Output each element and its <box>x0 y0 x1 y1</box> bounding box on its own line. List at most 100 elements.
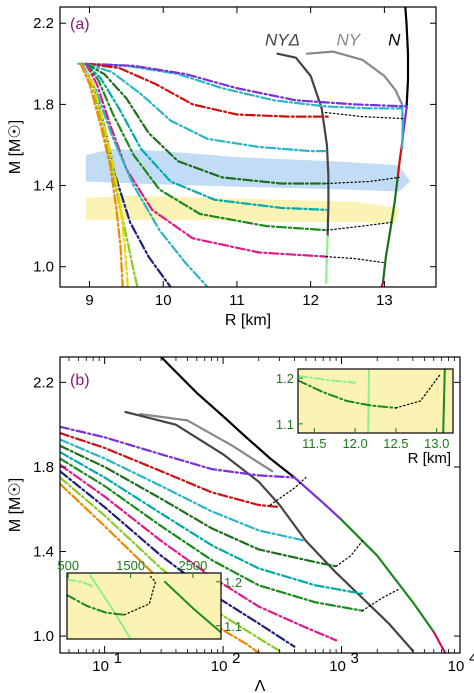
inset-plot-0 <box>298 369 446 433</box>
inset-0-curve-series-4 <box>442 369 446 433</box>
inset-0-x-tick-label-1: 12.0 <box>342 436 367 451</box>
curve-b-series-3 <box>432 630 447 653</box>
curve-a-series-10 <box>84 62 408 108</box>
inset-1-curve-series-4 <box>163 580 221 634</box>
panel-b: 10 1 10 2 10 3 10 41.01.41.82.2ΛM [M☉](b)11.5 12… <box>7 356 474 693</box>
curve-label-2: N <box>388 31 401 50</box>
curve-a-series-6 <box>276 52 330 238</box>
inset-0: 11.5 12.0 12.5 13.0 1.1 1.2 R [km] <box>276 368 454 467</box>
x-tick-label-b-2: 10 <box>329 658 346 675</box>
curve-a-series-21 <box>79 62 124 287</box>
y-axis-title-b: M [M☉] <box>7 478 24 532</box>
y-tick-label-b-3: 2.2 <box>33 374 54 391</box>
curve-a-series-8 <box>380 281 384 287</box>
curve-a-series-3 <box>381 176 399 284</box>
panel-label-b: (b) <box>70 372 90 389</box>
inset-1-y-tick-label-1: 1.2 <box>224 575 242 590</box>
curve-b-series-9 <box>60 444 338 568</box>
frame-a <box>59 6 437 288</box>
x-axis-title-a: R [km] <box>225 312 271 329</box>
x-tick-label-a-0: 9 <box>85 292 93 309</box>
inset-0-x-tick-label-3: 13.0 <box>424 436 449 451</box>
inset-1-x-tick-label-2: 2500 <box>178 558 207 573</box>
inset-0-curve-series-3 <box>395 373 442 409</box>
curve-a-series-13 <box>84 62 328 185</box>
inset-0-y-tick-label-1: 1.2 <box>276 371 294 386</box>
curve-b-series-1 <box>293 476 343 521</box>
curve-a-series-0 <box>404 7 410 110</box>
plot-area-b <box>60 357 447 653</box>
inset-1-curve-series-3 <box>123 574 157 616</box>
curve-b-series-10 <box>60 451 364 595</box>
curve-a-series-14 <box>84 62 328 211</box>
inset-plot-1 <box>67 574 221 639</box>
constraint-region-1 <box>85 195 400 225</box>
curve-a-series-22 <box>324 111 404 120</box>
inset-0-x-tick-label-0: 11.5 <box>302 436 326 451</box>
y-tick-label-b-0: 1.0 <box>33 628 54 645</box>
curve-b-series-6 <box>60 425 296 479</box>
panel-label-a: (a) <box>70 16 90 33</box>
curve-b-series-13 <box>60 470 296 648</box>
inset-1-y-tick-label-0: 1.1 <box>224 619 242 634</box>
inset-1-x-tick-label-0: 500 <box>57 558 79 573</box>
curve-a-series-7 <box>325 235 329 284</box>
curve-label-0: NYΔ <box>265 31 300 50</box>
curve-b-series-2 <box>340 518 435 633</box>
curve-a-series-4 <box>305 50 404 106</box>
inset-0-x-axis-title: R [km] <box>408 450 451 467</box>
inset-frame-1 <box>66 572 222 640</box>
curve-a-series-15 <box>84 62 328 232</box>
x-tick-exponent-b-0: 1 <box>114 650 122 667</box>
curve-a-series-16 <box>84 62 328 258</box>
panel-a: 9 10 11 12 13 1.0 1.4 1.8 2.2 R [km] M [M☉] (a) NYΔ N… <box>7 6 437 329</box>
curve-label-1: NY <box>336 31 361 50</box>
x-tick-label-a-1: 10 <box>155 292 172 309</box>
curve-b-series-8 <box>60 438 307 542</box>
inset-1-x-tick-label-1: 1500 <box>116 558 145 573</box>
curve-a-series-24 <box>326 221 394 231</box>
curve-a-series-19 <box>79 62 139 287</box>
curve-b-series-0 <box>160 357 296 479</box>
curve-b-series-7 <box>60 432 281 509</box>
curve-a-series-12 <box>84 62 330 153</box>
inset-1-curve-series-0 <box>67 578 95 588</box>
x-axis-title-b: Λ <box>255 678 266 693</box>
inset-0-x-tick-label-2: 12.5 <box>383 436 408 451</box>
x-tick-exponent-b-2: 3 <box>351 650 359 667</box>
curve-b-series-14 <box>60 476 281 652</box>
inset-1-curve-series-2 <box>67 594 126 616</box>
curve-b-series-16 <box>269 476 307 506</box>
y-tick-label-a-2: 1.8 <box>33 96 54 113</box>
y-tick-label-b-2: 1.8 <box>33 459 54 476</box>
y-tick-label-a-0: 1.0 <box>33 259 54 276</box>
x-tick-label-b-3: 10 <box>448 658 465 675</box>
plot-area-a <box>77 7 411 287</box>
x-tick-label-a-2: 11 <box>229 292 245 309</box>
y-tick-label-a-1: 1.4 <box>33 178 54 195</box>
frame-b <box>59 356 461 654</box>
y-tick-label-a-3: 2.2 <box>33 15 54 32</box>
x-tick-exponent-b-3: 4 <box>469 650 474 667</box>
x-tick-label-a-3: 12 <box>302 292 319 309</box>
y-axis-title-a: M [M☉] <box>7 120 24 174</box>
inset-frame-0 <box>297 368 454 434</box>
x-tick-label-b-0: 10 <box>92 658 109 675</box>
curve-a-series-25 <box>325 256 385 264</box>
curve-b-series-4 <box>139 413 274 473</box>
inset-0-y-tick-label-0: 1.1 <box>276 417 294 432</box>
inset-1: 500 1500 2500 1.1 1.2 <box>57 558 242 640</box>
x-tick-exponent-b-1: 2 <box>232 650 240 667</box>
curve-a-series-9 <box>77 62 402 110</box>
x-tick-label-a-4: 13 <box>376 292 393 309</box>
inset-0-curve-series-1 <box>367 369 370 433</box>
curve-a-series-5 <box>401 103 404 151</box>
curve-a-series-18 <box>81 62 209 287</box>
curve-b-series-17 <box>335 540 363 567</box>
curve-b-series-5 <box>124 410 414 652</box>
curve-a-series-11 <box>84 62 331 118</box>
y-tick-label-b-1: 1.4 <box>33 544 54 561</box>
inset-0-curve-series-2 <box>298 379 397 409</box>
x-tick-label-b-1: 10 <box>211 658 228 675</box>
